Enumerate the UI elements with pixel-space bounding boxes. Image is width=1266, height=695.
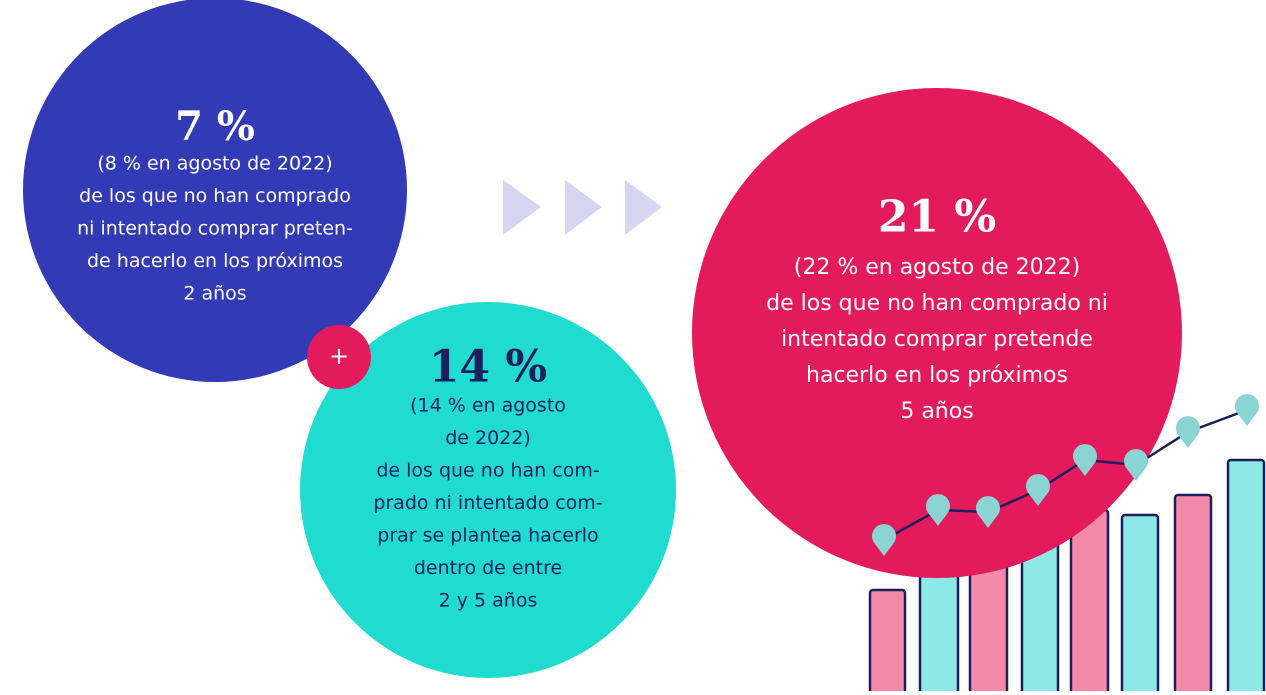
decor-bar (1228, 460, 1264, 691)
decor-bar (870, 590, 905, 691)
decor-bar (1022, 540, 1058, 691)
percent: 7 % (175, 103, 255, 150)
plus-sign: + (329, 342, 349, 370)
decor-bar (1122, 515, 1158, 691)
description-line: 2 años (183, 283, 246, 305)
description-line: ni intentado comprar preten- (77, 218, 353, 240)
note-line: (8 % en agosto de 2022) (97, 153, 332, 175)
description-line: de hacerlo en los próximos (87, 250, 343, 272)
description-line: de los que no han comprado ni (766, 291, 1108, 316)
note-line: (22 % en agosto de 2022) (794, 255, 1080, 280)
arrow (565, 180, 602, 235)
note-line: (14 % en agosto (410, 395, 566, 417)
arrow (503, 180, 541, 235)
description-line: dentro de entre (414, 557, 562, 579)
pin (1176, 416, 1200, 448)
page: { "circles": [ {"percent": "7 %", "note"… (0, 0, 1266, 691)
decor-bar (970, 563, 1007, 691)
description-line: 5 años (900, 399, 973, 424)
decor-bar (1071, 510, 1108, 691)
note-line: de 2022) (445, 427, 531, 449)
arrows (503, 180, 662, 235)
description-line: intentado comprar pretende (781, 327, 1093, 352)
percent: 14 % (429, 342, 547, 393)
description-line: de los que no han comprado (79, 185, 351, 207)
description-line: 2 y 5 años (439, 590, 538, 612)
description-line: hacerlo en los próximos (806, 363, 1068, 388)
description-line: prar se plantea hacerlo (377, 525, 598, 547)
infographic: + 7 % (8 % en agosto de 2022) de los que n… (0, 0, 1266, 691)
decor-bar (1175, 495, 1211, 691)
pin (1235, 394, 1259, 426)
arrow (625, 180, 662, 235)
percent: 21 % (878, 192, 996, 243)
description-line: de los que no han com- (376, 460, 599, 482)
description-line: prado ni intentado com- (373, 492, 602, 514)
